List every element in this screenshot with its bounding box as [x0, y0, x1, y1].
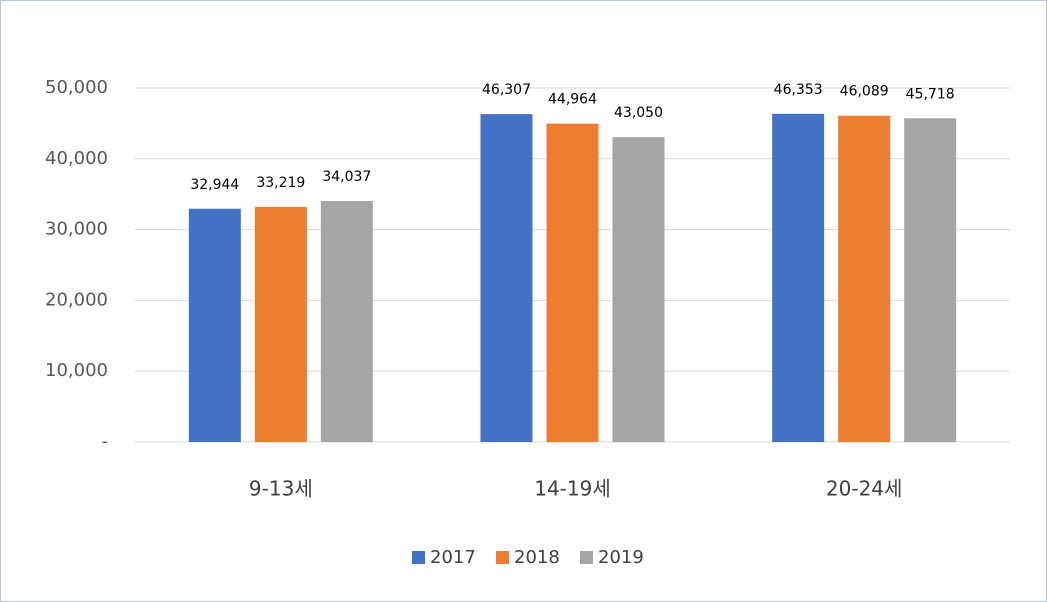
x-tick-label: 14-19세: [534, 477, 611, 501]
legend-label: 2017: [430, 547, 476, 568]
y-tick-label: 50,000: [45, 77, 108, 98]
y-tick-label: 40,000: [45, 148, 108, 169]
data-label: 44,964: [548, 92, 597, 108]
y-tick-label: 20,000: [45, 289, 108, 310]
legend-swatch: [580, 551, 593, 564]
bar: [254, 206, 307, 442]
legend-swatch: [412, 551, 425, 564]
data-label: 43,050: [614, 105, 663, 121]
bar: [480, 114, 533, 443]
legend-label: 2019: [598, 547, 644, 568]
data-label: 32,944: [190, 177, 239, 193]
bar: [546, 123, 599, 442]
legend-label: 2018: [514, 547, 560, 568]
bar: [772, 113, 825, 442]
bar: [904, 118, 957, 442]
data-label: 46,353: [774, 82, 823, 98]
y-tick-label: 30,000: [45, 219, 108, 240]
data-label: 46,089: [840, 84, 889, 100]
bar: [188, 208, 241, 442]
x-tick-label: 20-24세: [826, 477, 903, 501]
data-label: 46,307: [482, 82, 531, 98]
y-tick-label: -: [102, 431, 109, 452]
bar: [838, 115, 891, 442]
data-label: 34,037: [322, 169, 371, 185]
data-label: 45,718: [906, 86, 955, 102]
y-tick-label: 10,000: [45, 360, 108, 381]
data-label: 33,219: [256, 175, 305, 191]
bar: [612, 137, 665, 442]
legend-swatch: [496, 551, 509, 564]
x-tick-label: 9-13세: [249, 477, 313, 501]
bar: [320, 201, 373, 442]
